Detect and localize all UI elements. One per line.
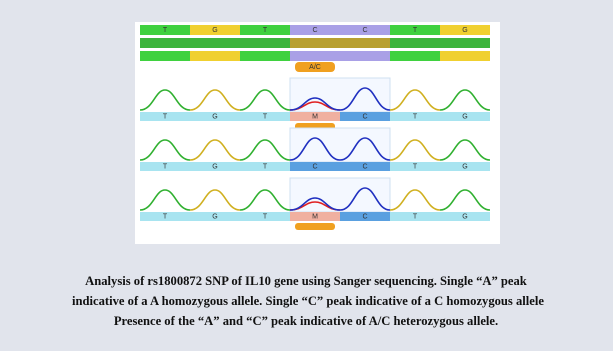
base-letter: C	[362, 113, 367, 120]
base-letter: G	[212, 27, 217, 34]
base-letter: G	[462, 27, 467, 34]
base-letter: G	[212, 163, 217, 170]
base-letter: T	[163, 27, 168, 34]
base-cell	[390, 51, 440, 61]
base-letter: G	[462, 113, 467, 120]
base-letter: T	[413, 213, 418, 220]
base-letter: G	[212, 113, 217, 120]
base-letter: C	[362, 213, 367, 220]
base-cell	[190, 51, 240, 61]
base-letter: G	[462, 213, 467, 220]
page: Analysis of rs1800872 SNP of IL10 gene u…	[0, 0, 613, 351]
base-cell	[240, 51, 290, 61]
marker-label: A/C	[309, 64, 321, 71]
base-letter: M	[312, 113, 318, 120]
base-letter: T	[163, 163, 168, 170]
base-cell	[140, 51, 190, 61]
snp-box	[290, 178, 390, 212]
base-letter: T	[413, 163, 418, 170]
call-pill	[295, 223, 335, 230]
base-letter: G	[212, 213, 217, 220]
consensus-snp	[290, 38, 390, 48]
caption-line: Presence of the “A” and “C” peak indicat…	[114, 314, 498, 328]
snp-box	[290, 128, 390, 162]
base-letter: C	[312, 163, 317, 170]
base-letter: T	[163, 213, 168, 220]
base-letter: M	[312, 213, 318, 220]
base-cell	[290, 51, 340, 61]
base-letter: T	[413, 27, 418, 34]
base-letter: T	[413, 113, 418, 120]
snp-box	[290, 78, 390, 112]
base-letter: C	[362, 27, 367, 34]
base-letter: G	[462, 163, 467, 170]
base-letter: T	[263, 27, 268, 34]
caption-line: Analysis of rs1800872 SNP of IL10 gene u…	[85, 274, 527, 288]
base-cell	[340, 51, 390, 61]
figure-slide: Analysis of rs1800872 SNP of IL10 gene u…	[0, 0, 613, 351]
base-letter: C	[312, 27, 317, 34]
caption-line: indicative of a A homozygous allele. Sin…	[72, 294, 544, 308]
base-cell	[440, 51, 490, 61]
base-letter: T	[263, 163, 268, 170]
base-letter: T	[263, 113, 268, 120]
base-letter: T	[263, 213, 268, 220]
base-letter: C	[362, 163, 367, 170]
base-letter: T	[163, 113, 168, 120]
